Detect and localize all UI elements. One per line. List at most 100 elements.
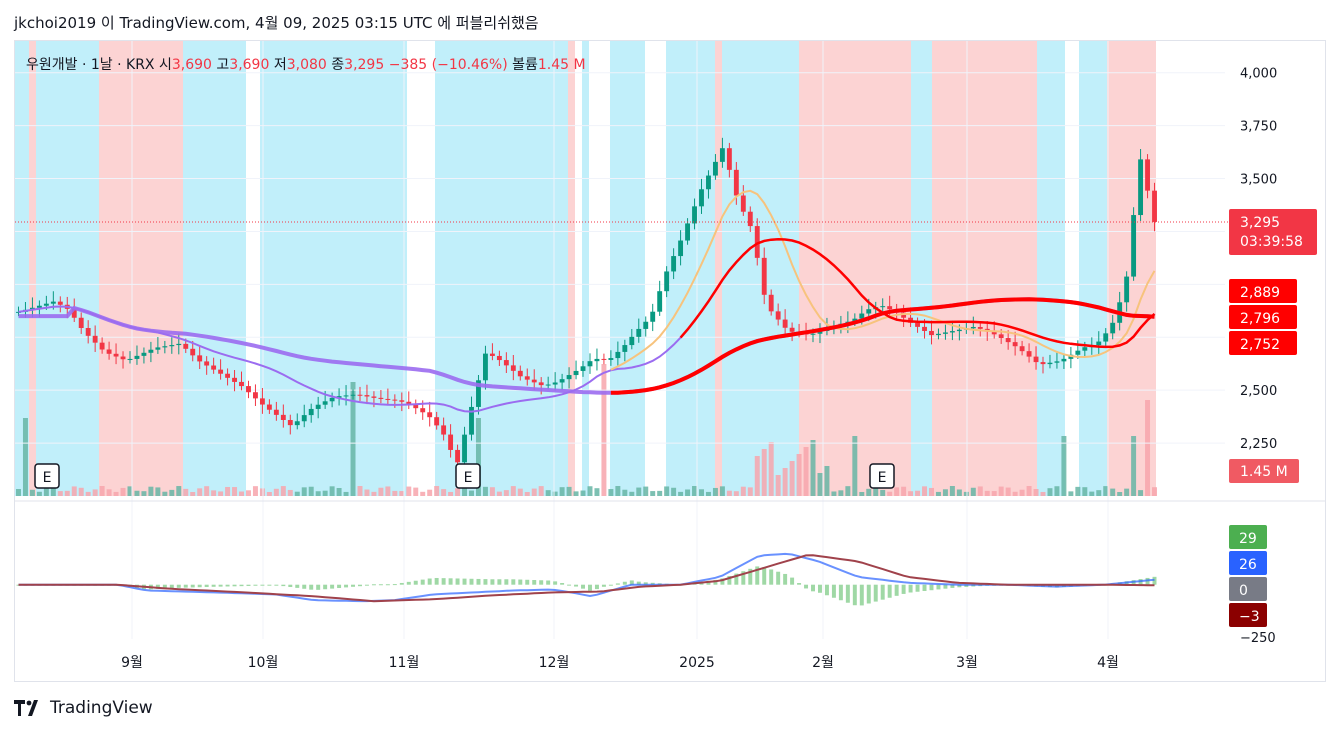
macd-histogram-bar: [490, 579, 495, 585]
candle-body: [949, 331, 955, 333]
brand[interactable]: TradingView: [14, 698, 153, 718]
candle-body: [1110, 322, 1116, 334]
candle: [740, 185, 746, 216]
macd-badge-label: 0: [1239, 583, 1248, 599]
volume-bar: [183, 488, 189, 496]
candle: [259, 388, 265, 414]
macd-histogram-bar: [762, 567, 767, 585]
volume-bar: [573, 491, 579, 496]
x-tick-label: 11월: [389, 655, 420, 671]
candle-body: [726, 148, 732, 170]
macd-histogram-bar: [964, 584, 969, 587]
volume-bar: [475, 418, 481, 496]
volume-bar: [1124, 488, 1130, 496]
macd-histogram-bar: [824, 584, 829, 596]
volume-bar: [106, 489, 112, 496]
volume-bar: [852, 436, 858, 496]
macd-histogram-bar: [176, 584, 181, 588]
ma-mid-line: [679, 237, 1156, 349]
macd-histogram-bar: [887, 584, 892, 598]
macd-histogram-bar: [643, 582, 648, 585]
volume-bar: [148, 486, 154, 496]
volume-bar: [308, 486, 314, 496]
candle: [817, 323, 823, 344]
candle: [594, 348, 600, 371]
candle-body: [754, 226, 760, 258]
macd-histogram-bar: [922, 584, 927, 591]
volume-bar: [517, 488, 523, 496]
candle-body: [385, 398, 391, 400]
candle-body: [587, 361, 593, 367]
candle: [1061, 353, 1067, 369]
chart-canvas[interactable]: EEE2,2502,5002,7503,0003,2503,5003,7504,…: [15, 41, 1325, 681]
candle-body: [789, 327, 795, 332]
candle-body: [594, 358, 600, 362]
candle-body: [915, 322, 920, 327]
volume-bar: [538, 486, 544, 496]
earnings-marker-box: [455, 463, 481, 489]
candle-body: [629, 336, 635, 346]
candle-body: [747, 211, 753, 227]
macd-histogram-bar: [413, 580, 418, 585]
earnings-marker[interactable]: E: [34, 463, 60, 489]
candle-body: [719, 148, 725, 162]
candle-body: [692, 206, 697, 224]
candle-body: [476, 380, 481, 407]
earnings-marker[interactable]: E: [455, 463, 481, 489]
candle-body: [643, 321, 649, 329]
macd-badge: 29: [1229, 525, 1267, 549]
candle-body: [503, 360, 509, 366]
macd-histogram-bar: [253, 584, 258, 586]
candle: [176, 333, 182, 355]
candle-body: [462, 434, 467, 463]
candle: [406, 391, 412, 410]
ma-badge-bg: [1229, 305, 1297, 329]
candle-body: [712, 161, 718, 176]
volume-bar: [866, 488, 872, 496]
candle: [155, 337, 161, 354]
volume-bar: [336, 488, 342, 496]
volume-bar: [998, 486, 1004, 496]
macd-histogram-bar: [553, 581, 558, 585]
macd-histogram-bar: [511, 579, 516, 585]
volume-bar: [448, 491, 454, 496]
ma-badge-bg: [1229, 279, 1297, 303]
volume-bar: [699, 489, 704, 496]
volume-bar: [1110, 488, 1116, 496]
volume-bar: [301, 487, 307, 496]
candle: [441, 417, 447, 441]
candle-body: [573, 370, 579, 376]
volume-bar: [524, 491, 530, 496]
candle: [364, 384, 370, 405]
candle-body: [775, 311, 781, 320]
candle-body: [615, 351, 621, 359]
macd-histogram-bar: [601, 584, 606, 587]
macd-histogram-bar: [260, 584, 265, 586]
candle: [57, 296, 63, 313]
earnings-marker[interactable]: E: [869, 463, 895, 489]
volume-bar: [685, 489, 691, 496]
volume-bar: [225, 486, 231, 496]
candle-body: [218, 369, 224, 374]
candle: [692, 198, 697, 230]
macd-histogram-bar: [232, 584, 237, 587]
candle-body: [733, 169, 739, 196]
macd-histogram-bar: [811, 584, 815, 592]
volume-bar: [43, 487, 49, 496]
macd-histogram-bar: [378, 584, 383, 586]
candle-body: [664, 271, 670, 292]
macd-histogram-bar: [866, 584, 871, 604]
volume-bar: [197, 488, 203, 496]
legend-change: −385 (−10.46%): [388, 57, 508, 73]
candle-body: [1054, 361, 1060, 363]
volume-bar: [622, 489, 628, 496]
candle: [970, 316, 976, 335]
candle-body: [399, 400, 405, 402]
volume-bar: [629, 491, 635, 496]
chart-frame[interactable]: EEE2,2502,5002,7503,0003,2503,5003,7504,…: [14, 40, 1326, 682]
legend-open-label: 시: [158, 57, 172, 73]
candle: [768, 289, 774, 316]
x-tick-label: 10월: [248, 655, 279, 671]
candle-body: [496, 355, 502, 361]
macd-histogram-bar: [615, 583, 620, 585]
